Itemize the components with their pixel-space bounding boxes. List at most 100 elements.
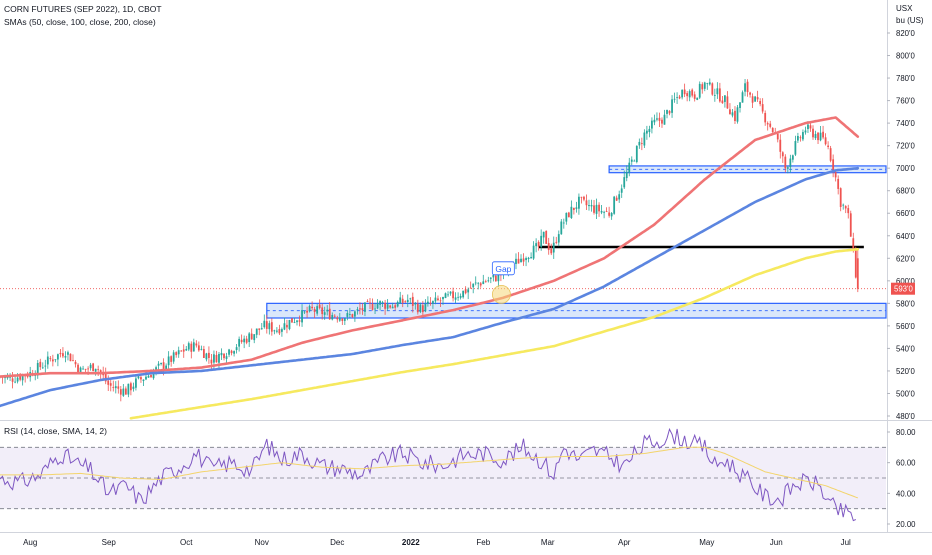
candle-body xyxy=(671,99,673,113)
candle-body xyxy=(145,376,147,380)
candle-body xyxy=(260,328,263,330)
candle-body xyxy=(724,95,726,102)
candle-body xyxy=(736,107,739,122)
candle-body xyxy=(208,352,210,358)
candle-body xyxy=(515,258,517,264)
gap-label-box xyxy=(491,261,515,276)
candle-body xyxy=(364,302,366,312)
candle-body xyxy=(202,348,205,358)
candle-body xyxy=(54,359,57,361)
candle-body xyxy=(220,352,223,356)
candle-body xyxy=(494,275,497,282)
time-tick-label: Mar xyxy=(541,538,555,547)
candle-body xyxy=(152,371,155,379)
candle-body xyxy=(643,132,646,146)
candle-body xyxy=(356,309,359,311)
candle-body xyxy=(258,328,261,330)
candle-body xyxy=(92,363,95,372)
candle-body xyxy=(673,98,676,100)
candle-body xyxy=(87,368,89,370)
candle-body xyxy=(124,388,127,395)
candle-body xyxy=(562,222,565,224)
candle-body xyxy=(789,158,792,168)
candle-body xyxy=(751,96,754,103)
candle-body xyxy=(814,134,817,139)
candle-body xyxy=(837,178,840,189)
candle-body xyxy=(749,92,751,95)
candle-body xyxy=(157,363,160,366)
candle-body xyxy=(94,368,97,372)
candle-body xyxy=(394,305,397,308)
candle-body xyxy=(593,205,595,213)
candle-body xyxy=(142,379,145,381)
candle-body xyxy=(489,277,492,279)
candle-body xyxy=(834,172,837,178)
price-tick-label: 540'0 xyxy=(896,344,915,353)
candle-body xyxy=(681,89,684,98)
candle-body xyxy=(535,243,538,247)
candle-body xyxy=(389,305,392,308)
candle-body xyxy=(132,386,135,389)
candle-body xyxy=(676,97,678,98)
candle-body xyxy=(281,329,283,332)
candle-body xyxy=(275,330,278,332)
candle-body xyxy=(64,356,67,358)
candle-body xyxy=(734,110,736,121)
candle-body xyxy=(656,118,658,120)
candle-body xyxy=(839,188,842,207)
candle-body xyxy=(79,367,82,374)
candle-body xyxy=(230,350,233,354)
candle-body xyxy=(618,194,621,200)
candle-body xyxy=(784,156,787,169)
candle-body xyxy=(847,208,850,214)
price-tick-label: 820'0 xyxy=(896,29,915,38)
candle-body xyxy=(406,299,409,302)
candle-body xyxy=(464,289,467,294)
candle-body xyxy=(474,282,477,284)
candle-body xyxy=(663,114,666,125)
candle-body xyxy=(296,320,298,323)
candle-body xyxy=(610,213,613,217)
candle-body xyxy=(827,145,830,147)
candle-body xyxy=(361,308,364,311)
candle-body xyxy=(781,152,784,157)
candle-body xyxy=(761,104,764,112)
candle-body xyxy=(421,305,424,313)
candle-body xyxy=(321,307,324,315)
candle-body xyxy=(492,274,495,278)
candle-body xyxy=(245,338,248,343)
price-tick-label: 740'0 xyxy=(896,119,915,128)
candle-body xyxy=(150,374,152,378)
candle-body xyxy=(802,132,804,140)
candle-body xyxy=(552,242,555,253)
candle-body xyxy=(104,373,107,382)
candle-body xyxy=(341,318,344,321)
candle-body xyxy=(688,91,691,98)
candle-body xyxy=(595,204,598,214)
candle-body xyxy=(844,206,847,209)
candle-body xyxy=(401,298,404,303)
time-tick-label: May xyxy=(699,538,714,547)
candle-body xyxy=(9,376,11,378)
candle-body xyxy=(560,221,563,235)
candle-body xyxy=(182,349,185,352)
candle-body xyxy=(228,349,230,355)
candle-body xyxy=(746,81,749,93)
candle-body xyxy=(640,143,643,144)
candle-body xyxy=(522,258,525,262)
last-price-label: 593'0 xyxy=(894,285,913,294)
candle-body xyxy=(600,210,603,213)
candle-body xyxy=(678,96,681,99)
candle-body xyxy=(467,289,470,293)
candle-body xyxy=(51,359,54,362)
candle-body xyxy=(630,159,633,162)
candle-body xyxy=(114,386,117,389)
candle-body xyxy=(537,241,540,247)
rsi-tick-label: 20.00 xyxy=(896,520,916,529)
candle-body xyxy=(122,388,125,396)
candle-body xyxy=(391,306,394,309)
candle-body xyxy=(338,317,341,321)
rsi-tick-label: 60.00 xyxy=(896,459,916,468)
